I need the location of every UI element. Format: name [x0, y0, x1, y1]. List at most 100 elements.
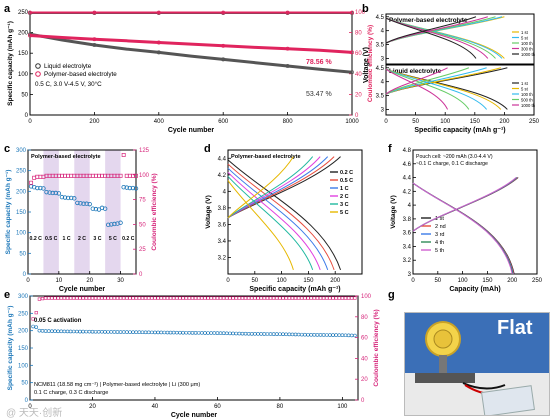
panel-e-ce-point: [253, 296, 257, 300]
panel-b-legend-label: 100 th: [521, 41, 533, 46]
panel-e-capacity-point: [309, 333, 313, 337]
panel-c-ce-point: [97, 173, 101, 178]
panel-c-rate-band: [105, 150, 121, 274]
panel-e-right-ytick-label: 80: [361, 315, 368, 321]
panel-e-capacity-point: [146, 330, 151, 335]
panel-b-legend-label: 1000 th: [521, 103, 536, 108]
panel-c-capacity-point: [53, 190, 58, 196]
panel-e-ce-point: [53, 296, 57, 300]
panel-e-ce-point: [162, 296, 166, 300]
panel-a-xlabel: Cycle number: [168, 127, 215, 134]
panel-c-capacity-point: [124, 185, 129, 190]
panel-a-right-ylabel: Coulombic efficiency (%): [367, 25, 374, 102]
panel-c-title: Polymer-based electrolyte: [31, 154, 101, 160]
panel-a-right-ytick-label: 60: [355, 51, 362, 57]
panel-e-ce-point: [193, 296, 198, 300]
panel-e-capacity-point: [324, 333, 329, 337]
panel-a-retention-polymer: 78.56 %: [306, 59, 332, 66]
panel-e-ce-point: [78, 296, 82, 300]
panel-a-point: [221, 43, 226, 48]
panel-c-capacity-point: [84, 201, 89, 206]
panel-letter-c: c: [4, 143, 10, 155]
panel-b-legend-label: 5 st: [521, 36, 529, 41]
panel-e-ce-point: [175, 296, 179, 300]
panel-c-capacity-point: [47, 190, 52, 195]
panel-c-ce-point: [118, 173, 123, 178]
panel-e-ytick-label: 150: [18, 346, 29, 352]
panel-e-xtick-label: 40: [152, 404, 159, 410]
panel-letter-a: a: [4, 3, 11, 15]
panel-c-ce-point: [124, 173, 129, 178]
panel-c-capacity-point: [35, 185, 40, 191]
panel-c-ce-point: [93, 173, 98, 178]
panel-e-capacity-point: [240, 331, 245, 336]
panel-e-ce-point: [350, 296, 354, 300]
panel-e-ce-point: [290, 296, 295, 300]
panel-d-discharge-curve: [227, 171, 321, 271]
panel-e-ce-point: [218, 296, 223, 300]
panel-letter-b: b: [362, 3, 369, 15]
panel-e-capacity-point: [87, 329, 92, 334]
panel-c-ce-point: [35, 174, 40, 179]
panel-f-discharge-curve: [412, 182, 515, 275]
panel-e-capacity-point: [193, 331, 198, 335]
panel-b-legend-label: 100 th: [521, 92, 533, 97]
panel-e-capacity-point: [109, 330, 114, 334]
panel-e-ce-point: [347, 296, 351, 300]
panel-e-capacity-point: [84, 329, 89, 334]
panel-f-charge-curve: [412, 177, 519, 232]
panel-letter-e: e: [4, 289, 10, 301]
panel-letter-d: d: [204, 143, 211, 155]
panel-c-ytick-label: 250: [16, 169, 27, 175]
panel-b-discharge-curve: [385, 17, 477, 59]
panel-c-xtick-label: 0: [26, 278, 30, 284]
panel-d-xtick-label: 50: [251, 278, 258, 284]
panel-e-capacity-point: [278, 332, 282, 336]
panel-e-xtick-label: 20: [89, 404, 96, 410]
panel-e-capacity-point: [71, 329, 76, 334]
panel-b-charge-curve: [385, 16, 477, 44]
panel-e-capacity-point: [234, 331, 238, 336]
panel-c-capacity-point: [56, 191, 62, 196]
panel-b-legend-label: 500 th: [521, 98, 533, 103]
panel-b-sub1-ytick-label: 3.5: [376, 94, 385, 100]
panel-a-legend-label: Polymer-based electrolyte: [44, 71, 117, 78]
panel-e-ce-point: [109, 296, 113, 300]
panel-e-ce-point: [340, 296, 344, 300]
panel-e-capacity-point: [246, 331, 251, 336]
panel-e-ytick-label: 200: [18, 329, 29, 335]
panel-e-capacity-point: [175, 330, 179, 335]
panel-e-capacity-point: [62, 329, 67, 334]
panel-e-ce-point: [300, 296, 304, 300]
panel-f-ylabel: Voltage (V): [390, 195, 397, 228]
panel-a-ytick-label: 100: [18, 72, 29, 78]
panel-c-ytick-label: 150: [16, 210, 27, 216]
panel-e-ytick-label: 300: [18, 294, 29, 300]
panel-e-ce-point: [84, 296, 88, 300]
panel-c-capacity-point: [41, 186, 46, 191]
panel-c-capacity-point: [62, 195, 68, 200]
panel-f-ytick-label: 4: [408, 203, 412, 209]
panel-e-ce-point: [234, 296, 238, 300]
panel-c-capacity-point: [78, 201, 83, 206]
panel-e-capacity-point: [59, 329, 64, 334]
panel-e-right-ytick-label: 0: [361, 398, 365, 404]
panel-c-capacity-point: [65, 195, 71, 201]
panel-d-ytick-label: 4: [223, 189, 227, 195]
panel-e-capacity-point: [93, 329, 98, 334]
panel-f-xtick-label: 0: [411, 278, 415, 284]
panel-e-ce-point: [44, 296, 48, 300]
panel-a-point: [28, 10, 32, 15]
panel-b-legend-label: 1 st: [521, 30, 529, 35]
panel-d-legend-label: 0.2 C: [340, 170, 353, 176]
panel-e-capacity-point: [34, 325, 39, 330]
panel-f-note-line: ~0.1 C charge, 0.1 C discharge: [416, 161, 488, 167]
panel-e-ce-point: [265, 296, 270, 300]
panel-e-capacity-point: [131, 330, 135, 334]
panel-e-capacity-point: [181, 330, 185, 335]
panel-e-capacity-point: [312, 333, 317, 337]
watermark: @ 天天·创新: [6, 408, 63, 419]
panel-f-charge-curve: [412, 177, 517, 232]
panel-e-ce-point: [34, 311, 38, 315]
panel-e-capacity-point: [78, 329, 82, 334]
